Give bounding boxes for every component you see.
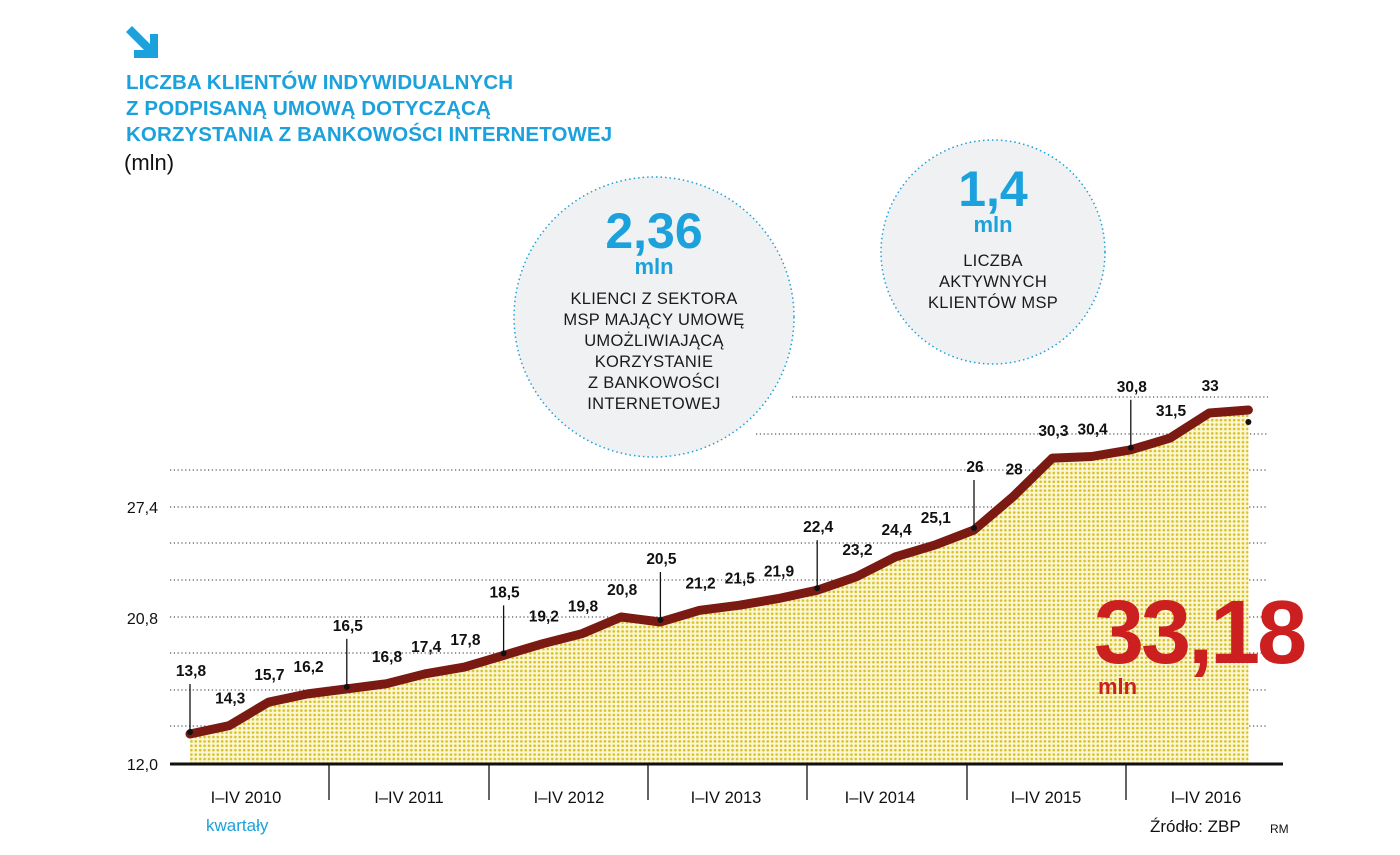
x-tick-label: I–IV 2016 (1171, 789, 1242, 807)
data-label: 30,3 (1038, 423, 1069, 440)
data-label: 26 (966, 459, 984, 476)
x-tick-label: I–IV 2014 (845, 789, 916, 807)
callout-value: 2,36 (605, 203, 703, 259)
headline-unit: mln (1098, 674, 1138, 699)
x-axis-caption: kwartały (206, 816, 269, 835)
data-label: 17,4 (411, 639, 442, 656)
data-label: 21,2 (686, 575, 716, 592)
title-line-1: LICZBA KLIENTÓW INDYWIDUALNYCH (126, 71, 514, 94)
callout-bubble-msp-clients (513, 176, 795, 458)
data-label: 24,4 (882, 522, 913, 539)
arrow-down-right-icon (126, 26, 158, 58)
y-tick-label: 12,0 (127, 757, 158, 774)
callout-bubble-active-msp (880, 139, 1106, 365)
callout-line: KORZYSTANIE (594, 353, 714, 371)
data-point (187, 729, 193, 735)
data-label: 15,7 (254, 667, 284, 684)
callout-line: KLIENCI Z SEKTORA (570, 290, 738, 308)
callout-line: UMOŻLIWIAJĄCĄ (584, 332, 724, 350)
data-label: 33 (1202, 378, 1220, 395)
callout-line: KLIENTÓW MSP (927, 294, 1059, 312)
callout-unit: mln (973, 212, 1013, 237)
data-label: 19,2 (529, 609, 559, 626)
callout-line: Z BANKOWOŚCI (588, 374, 720, 392)
data-label: 20,5 (646, 551, 677, 568)
data-label: 22,4 (803, 519, 834, 536)
callout-line: AKTYWNYCH (938, 273, 1048, 291)
data-label: 13,8 (176, 663, 207, 680)
source-note: Źródło: ZBP (1150, 817, 1241, 836)
callout-line: INTERNETOWEJ (587, 395, 721, 413)
data-label: 31,5 (1156, 403, 1187, 420)
data-point (343, 683, 350, 690)
x-tick-label: I–IV 2010 (211, 789, 282, 807)
data-label: 28 (1006, 462, 1024, 479)
x-tick-label: I–IV 2011 (374, 789, 443, 807)
data-label: 16,8 (372, 649, 403, 666)
data-point (971, 525, 977, 532)
callout-value: 1,4 (958, 161, 1028, 217)
callout-line: LICZBA (963, 252, 1023, 270)
data-label: 30,8 (1117, 379, 1148, 396)
data-label: 30,4 (1078, 421, 1109, 438)
data-label: 16,2 (294, 659, 324, 676)
data-label: 19,8 (568, 599, 599, 616)
data-point (1245, 419, 1252, 425)
data-label: 16,5 (333, 618, 364, 635)
unit-label: (mln) (124, 150, 175, 175)
title-line-3: KORZYSTANIA Z BANKOWOŚCI INTERNETOWEJ (126, 123, 613, 146)
data-label: 23,2 (842, 542, 872, 559)
headline-value: 33,18 (1094, 583, 1307, 683)
data-label: 14,3 (215, 691, 246, 708)
data-label: 25,1 (921, 510, 952, 527)
data-label: 18,5 (490, 584, 521, 601)
data-point (500, 650, 507, 657)
chart-title: LICZBA KLIENTÓW INDYWIDUALNYCH Z PODPISA… (126, 70, 612, 148)
x-tick-label: I–IV 2013 (691, 789, 762, 807)
data-label: 20,8 (607, 582, 638, 599)
x-tick-label: I–IV 2012 (534, 789, 605, 807)
callout-unit: mln (634, 254, 674, 279)
data-label: 17,8 (450, 632, 481, 649)
y-tick-label: 27,4 (127, 500, 158, 517)
data-label: 21,9 (764, 564, 795, 581)
y-tick-label: 20,8 (127, 611, 158, 628)
x-tick-label: I–IV 2015 (1011, 789, 1082, 807)
area-fill (190, 410, 1249, 764)
callout-msp-clients: 2,36 mln KLIENCI Z SEKTORA MSP MAJĄCY UM… (534, 203, 774, 415)
series-line (185, 405, 1253, 739)
callout-line: MSP MAJĄCY UMOWĘ (563, 311, 745, 329)
title-line-2: Z PODPISANĄ UMOWĄ DOTYCZĄCĄ (126, 97, 491, 120)
callout-active-msp: 1,4 mln LICZBA AKTYWNYCH KLIENTÓW MSP (893, 161, 1093, 314)
author-initials: RM (1270, 822, 1289, 836)
data-point (814, 585, 821, 592)
data-label: 21,5 (725, 570, 756, 587)
data-point (1127, 444, 1134, 451)
data-point (657, 616, 664, 623)
